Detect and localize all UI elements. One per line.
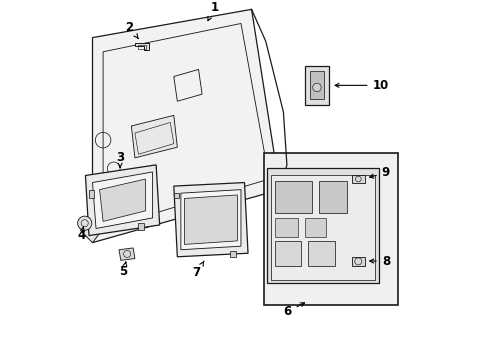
Polygon shape [135,43,149,50]
Polygon shape [100,179,145,221]
Text: 5: 5 [119,262,127,278]
Polygon shape [267,168,378,283]
Polygon shape [173,183,247,257]
Circle shape [78,216,92,230]
Polygon shape [351,257,364,266]
Polygon shape [270,175,374,280]
Polygon shape [304,218,325,237]
Text: 1: 1 [207,1,218,21]
Polygon shape [274,181,311,213]
Polygon shape [309,71,324,99]
Polygon shape [230,252,235,257]
Polygon shape [81,214,103,243]
Polygon shape [181,190,241,250]
Polygon shape [89,190,94,198]
Text: 4: 4 [77,226,85,242]
Text: 9: 9 [369,166,389,179]
Polygon shape [78,218,89,228]
Polygon shape [92,9,279,243]
Polygon shape [85,165,160,235]
Polygon shape [307,241,334,266]
Polygon shape [138,223,143,230]
Text: 6: 6 [283,303,304,318]
Text: 8: 8 [369,255,389,267]
Polygon shape [304,66,328,105]
Polygon shape [92,172,152,229]
Text: 2: 2 [125,21,138,39]
Polygon shape [351,175,364,183]
Polygon shape [318,181,346,213]
Text: 3: 3 [116,150,124,167]
Polygon shape [274,241,301,266]
Polygon shape [173,193,179,198]
Text: 7: 7 [192,261,203,279]
Bar [264,153,397,305]
Polygon shape [131,116,177,158]
Polygon shape [184,195,237,244]
Circle shape [123,251,130,257]
Circle shape [312,83,321,92]
Polygon shape [274,218,297,237]
Polygon shape [119,248,135,260]
Text: 10: 10 [334,79,388,92]
